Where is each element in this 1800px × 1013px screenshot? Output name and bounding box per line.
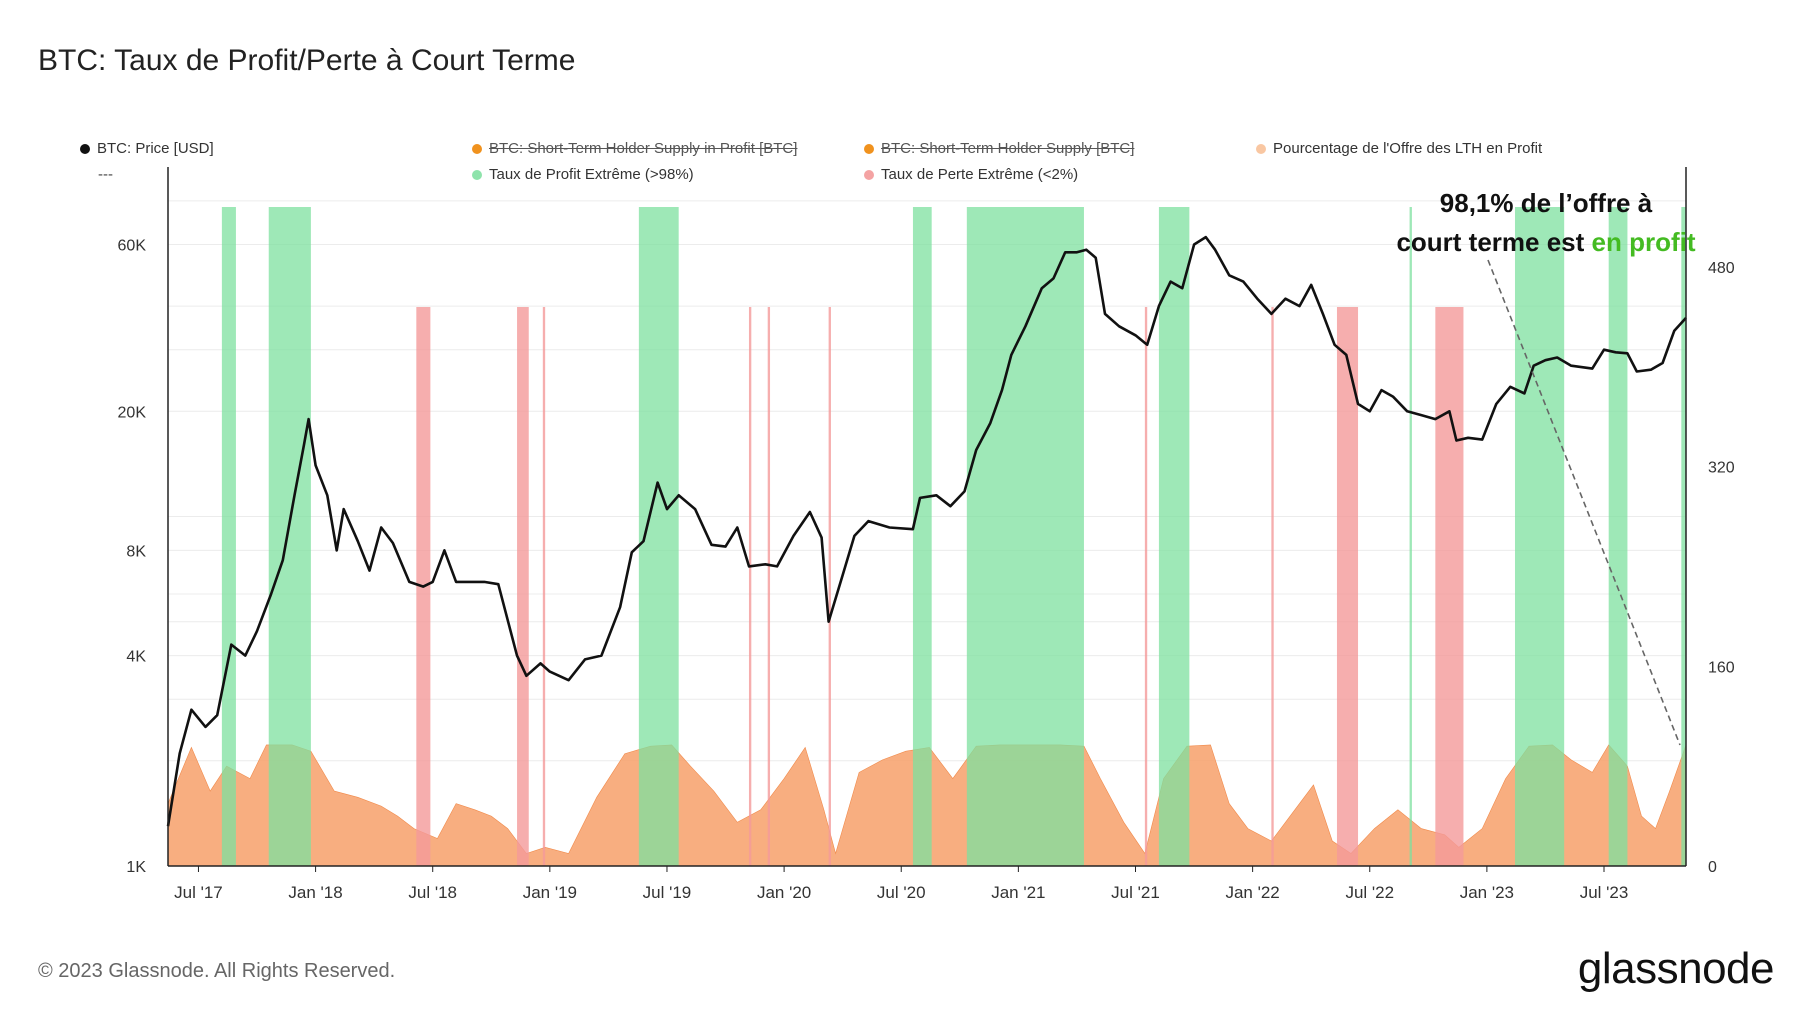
x-axis-tick-label: Jul '23: [1580, 883, 1629, 902]
legend-label: Taux de Perte Extrême (<2%): [881, 166, 1079, 183]
extreme-profit-band: [966, 207, 1084, 866]
extreme-loss-band: [767, 307, 771, 866]
legend-dot-icon: [864, 143, 874, 154]
extreme-profit-band: [1681, 207, 1686, 866]
extreme-profit-band: [221, 207, 236, 866]
legend-dot-icon: [1256, 143, 1266, 154]
legend-dot-icon: [80, 143, 90, 154]
axes: [167, 167, 1687, 867]
left-axis-tick-label: 1K: [126, 859, 146, 876]
x-axis-tick-label: Jul '21: [1111, 883, 1160, 902]
annotation-line-1: 98,1% de l’offre à: [1440, 188, 1653, 218]
x-axis-tick-label: Jan '21: [991, 883, 1045, 902]
x-axis-tick-label: Jul '18: [408, 883, 457, 902]
page-title: BTC: Taux de Profit/Perte à Court Terme: [38, 44, 576, 77]
legend-item-sth-supply[interactable]: BTC: Short-Term Holder Supply [BTC]: [864, 140, 1134, 157]
legend-item-sth-profit[interactable]: BTC: Short-Term Holder Supply in Profit …: [472, 140, 797, 157]
left-axis-tick-label: 8K: [126, 543, 146, 560]
price-line-group: [166, 235, 1687, 827]
extreme-loss-band: [1144, 307, 1148, 866]
copyright-text: © 2023 Glassnode. All Rights Reserved.: [38, 960, 396, 982]
glassnode-logo: glassnode: [1577, 944, 1775, 993]
extreme-profit-band: [1608, 207, 1628, 866]
extreme-loss-band: [1435, 307, 1464, 866]
x-axis-tick-label: Jul '22: [1345, 883, 1394, 902]
extreme-bands: [221, 207, 1686, 866]
x-axis-tick-label: Jan '20: [757, 883, 811, 902]
left-axis-tick-label: 4K: [126, 649, 146, 666]
x-axis-tick-label: Jan '18: [288, 883, 342, 902]
extreme-profit-band: [1409, 207, 1412, 866]
legend-dot-icon: [864, 169, 874, 180]
left-axis-tick-label: 60K: [118, 238, 147, 255]
annotation: 98,1% de l’offre à court terme est en pr…: [1396, 188, 1696, 746]
annotation-arrow: [1487, 259, 1681, 746]
extreme-profit-band: [912, 207, 932, 866]
price-line: [166, 235, 1687, 827]
extreme-loss-band: [828, 307, 831, 866]
x-axis-tick-label: Jan '22: [1225, 883, 1279, 902]
right-axis-tick-label: 160: [1708, 659, 1735, 676]
extreme-loss-band: [748, 307, 752, 866]
legend-item-lth-profit[interactable]: Pourcentage de l'Offre des LTH en Profit: [1256, 140, 1542, 157]
annotation-highlight: en profit: [1592, 227, 1696, 257]
extreme-profit-band: [1158, 207, 1190, 866]
legend-label: Pourcentage de l'Offre des LTH en Profit: [1273, 140, 1543, 157]
legend-label: BTC: Short-Term Holder Supply in Profit …: [489, 140, 798, 157]
annotation-line-2: court terme est en profit: [1396, 227, 1695, 257]
legend-item-extreme-profit[interactable]: Taux de Profit Extrême (>98%): [472, 166, 694, 183]
legend-item-extreme-loss[interactable]: Taux de Perte Extrême (<2%): [864, 166, 1078, 183]
legend-dot-icon: [472, 143, 482, 154]
x-axis-tick-label: Jan '19: [523, 883, 577, 902]
annotation-line-2-prefix: court terme est: [1396, 227, 1591, 257]
x-axis-tick-label: Jan '23: [1460, 883, 1514, 902]
extreme-loss-band: [542, 307, 546, 866]
x-axis-tick-label: Jul '20: [877, 883, 926, 902]
extreme-profit-band: [268, 207, 311, 866]
x-axis-tick-label: Jul '19: [643, 883, 692, 902]
x-axis-tick-label: Jul '17: [174, 883, 223, 902]
extreme-profit-band: [1514, 207, 1565, 866]
legend-dashes: ---: [98, 166, 113, 183]
right-axis-tick-label: 480: [1708, 260, 1735, 277]
left-axis-tick-label: 20K: [118, 404, 147, 421]
extreme-loss-band: [1271, 307, 1274, 866]
legend-label: BTC: Short-Term Holder Supply [BTC]: [881, 140, 1135, 157]
legend-item-price[interactable]: BTC: Price [USD]: [80, 140, 214, 157]
right-axis-tick-label: 320: [1708, 460, 1735, 477]
extreme-loss-band: [1336, 307, 1359, 866]
tick-labels: 1K 4K 8K 20K 60K 0 160 320 480 Jul '17 Jan '18 Jul …: [118, 238, 1735, 902]
legend-label: BTC: Price [USD]: [97, 140, 214, 157]
legend-label: Taux de Profit Extrême (>98%): [489, 166, 694, 183]
right-axis-tick-label: 0: [1708, 859, 1717, 876]
extreme-loss-band: [517, 307, 529, 866]
legend-dot-icon: [472, 169, 482, 180]
